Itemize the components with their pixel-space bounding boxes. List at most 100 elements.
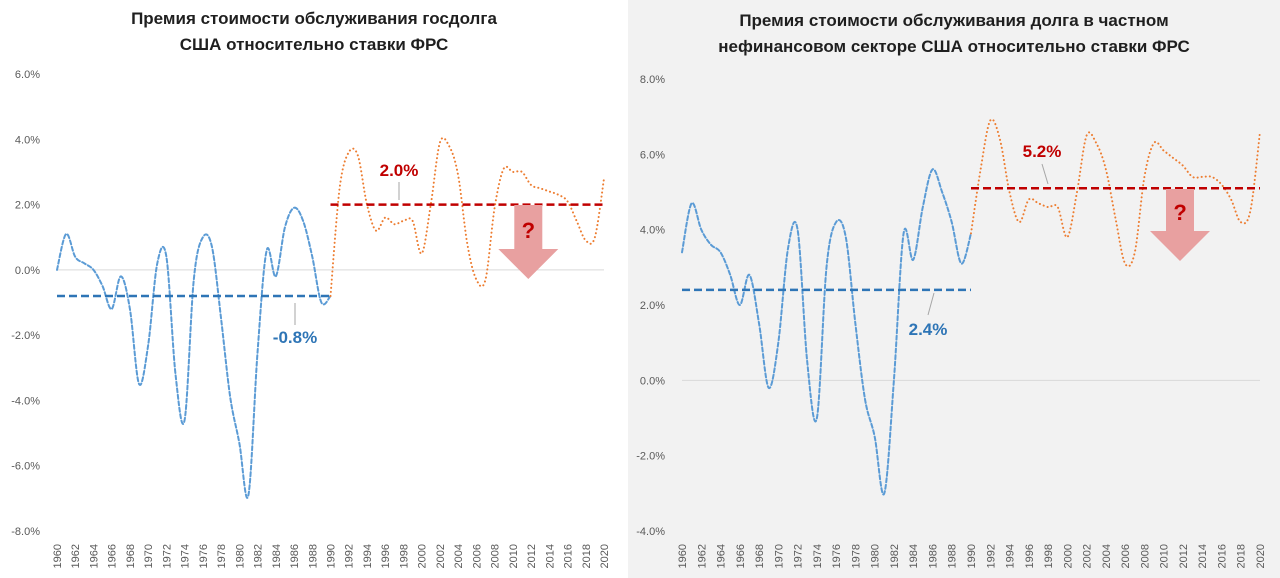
y-tick-label: 8.0% [640, 74, 665, 86]
y-tick-label: 2.0% [640, 300, 665, 312]
x-tick-label: 1980 [870, 544, 882, 568]
x-tick-label: 1996 [380, 544, 392, 568]
y-tick-label: -8.0% [11, 526, 40, 538]
x-tick-label: 1968 [754, 544, 766, 568]
x-tick-label: 1968 [125, 544, 137, 568]
series-line-dotted [329, 136, 605, 297]
x-tick-label: 2004 [453, 544, 465, 568]
x-tick-label: 1962 [696, 544, 708, 568]
x-tick-label: 1972 [161, 544, 173, 568]
x-tick-label: 1962 [70, 544, 82, 568]
average-label-leader [1041, 163, 1049, 185]
chart-title: Премия стоимости обслуживания госдолга С… [0, 6, 628, 58]
y-tick-label: -6.0% [11, 461, 40, 473]
y-tick-label: -2.0% [636, 451, 665, 463]
x-tick-label: 1966 [107, 544, 119, 568]
chart-title: Премия стоимости обслуживания долга в ча… [628, 8, 1280, 60]
average-label: 2.4% [909, 320, 948, 339]
x-tick-label: 1974 [812, 544, 824, 568]
x-tick-label: 1988 [947, 544, 959, 568]
x-tick-label: 1998 [398, 544, 410, 568]
x-tick-label: 1960 [677, 544, 689, 568]
x-tick-label: 2004 [1101, 544, 1113, 568]
down-arrow-icon [498, 205, 559, 279]
x-tick-label: 1970 [773, 544, 785, 568]
y-tick-label: 4.0% [640, 225, 665, 237]
chart-left-panel: Премия стоимости обслуживания госдолга С… [0, 0, 628, 578]
x-tick-label: 2012 [526, 544, 538, 568]
y-tick-label: -4.0% [636, 526, 665, 538]
x-tick-label: 2006 [471, 544, 483, 568]
x-tick-label: 1982 [253, 544, 265, 568]
question-mark: ? [1173, 200, 1186, 225]
chart-left-plot: -8.0% -6.0% -4.0% -2.0% 0.0% 2.0% 4.0% 6.0% 1960… [11, 69, 611, 568]
x-tick-label: 2008 [1139, 544, 1151, 568]
x-tick-label: 1992 [344, 544, 356, 568]
average-label: 5.2% [1023, 142, 1062, 161]
x-tick-label: 2014 [1197, 544, 1209, 568]
chart-title-line-2: нефинансовом секторе США относительно ст… [718, 37, 1190, 56]
y-tick-label: 4.0% [15, 134, 40, 146]
x-tick-label: 1966 [735, 544, 747, 568]
x-tick-label: 2016 [1216, 544, 1228, 568]
x-tick-label: 1990 [966, 544, 978, 568]
chart-right-panel: Премия стоимости обслуживания долга в ча… [628, 0, 1280, 578]
y-tick-label: -2.0% [11, 330, 40, 342]
x-tick-label: 1982 [889, 544, 901, 568]
x-tick-label: 1972 [793, 544, 805, 568]
x-tick-label: 1976 [198, 544, 210, 568]
x-tick-label: 1974 [180, 544, 192, 568]
x-tick-label: 2020 [599, 544, 611, 568]
x-tick-label: 1994 [1005, 544, 1017, 568]
series-line-dotted [970, 118, 1261, 268]
x-tick-label: 2018 [1236, 544, 1248, 568]
average-label: 2.0% [380, 161, 419, 180]
x-tick-label: 1984 [908, 544, 920, 568]
x-tick-label: 1978 [216, 544, 228, 568]
y-tick-label: -4.0% [11, 395, 40, 407]
x-tick-label: 1978 [850, 544, 862, 568]
x-tick-label: 2000 [1062, 544, 1074, 568]
x-tick-label: 2008 [490, 544, 502, 568]
x-tick-label: 2002 [435, 544, 447, 568]
x-tick-label: 2016 [563, 544, 575, 568]
chart-title-line-1: Премия стоимости обслуживания госдолга [131, 9, 497, 28]
y-tick-label: 6.0% [15, 69, 40, 81]
x-tick-label: 1980 [234, 544, 246, 568]
series-line-dashed [56, 206, 332, 499]
x-tick-label: 1996 [1024, 544, 1036, 568]
x-tick-label: 2020 [1255, 544, 1267, 568]
y-tick-label: 6.0% [640, 149, 665, 161]
x-tick-label: 1998 [1043, 544, 1055, 568]
x-tick-label: 2010 [1159, 544, 1171, 568]
x-tick-label: 2006 [1120, 544, 1132, 568]
x-tick-label: 2000 [417, 544, 429, 568]
x-tick-label: 1990 [326, 544, 338, 568]
question-mark: ? [522, 218, 535, 243]
x-tick-label: 1992 [985, 544, 997, 568]
x-tick-label: 2002 [1082, 544, 1094, 568]
x-tick-label: 1988 [307, 544, 319, 568]
x-tick-label: 2012 [1178, 544, 1190, 568]
x-tick-label: 1960 [52, 544, 64, 568]
chart-right-plot: -4.0% -2.0% 0.0% 2.0% 4.0% 6.0% 8.0% 1960 1962 19… [636, 74, 1267, 568]
x-tick-label: 1964 [716, 544, 728, 568]
chart-title-line-1: Премия стоимости обслуживания долга в ча… [739, 11, 1169, 30]
x-tick-label: 1964 [88, 544, 100, 568]
x-tick-label: 1984 [271, 544, 283, 568]
down-arrow-icon [1150, 189, 1210, 261]
average-label: -0.8% [273, 328, 317, 347]
x-tick-label: 2018 [581, 544, 593, 568]
x-tick-label: 2014 [544, 544, 556, 568]
y-tick-label: 2.0% [15, 200, 40, 212]
x-tick-label: 1994 [362, 544, 374, 568]
x-tick-label: 2010 [508, 544, 520, 568]
average-label-leader [927, 292, 935, 316]
chart-title-line-2: США относительно ставки ФРС [179, 35, 449, 54]
x-tick-label: 1970 [143, 544, 155, 568]
y-tick-label: 0.0% [15, 265, 40, 277]
x-tick-label: 1986 [927, 544, 939, 568]
x-tick-label: 1976 [831, 544, 843, 568]
x-tick-label: 1986 [289, 544, 301, 568]
y-tick-label: 0.0% [640, 375, 665, 387]
